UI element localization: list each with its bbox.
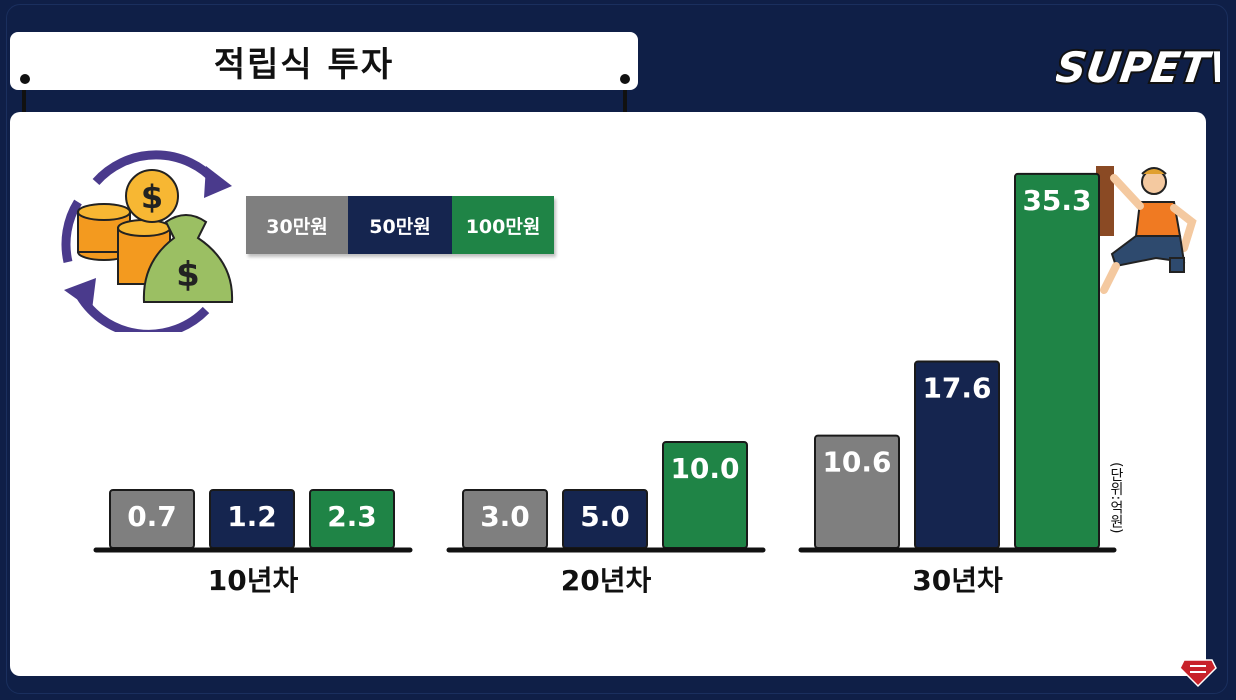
bar-value-label: 3.0	[480, 500, 530, 533]
hanger-left	[22, 78, 26, 126]
hanger-right	[623, 78, 627, 126]
hanger-dot	[20, 74, 30, 84]
category-label: 30년차	[912, 564, 1003, 597]
category-label: 20년차	[561, 564, 652, 597]
bar-value-label: 2.3	[327, 500, 377, 533]
bar-100만원-30년차	[1014, 172, 1100, 549]
page-title: 적립식 투자	[213, 44, 395, 85]
superman-shield-icon	[1179, 659, 1217, 688]
bar-value-label: 5.0	[580, 500, 630, 533]
climber-icon	[1096, 166, 1197, 294]
legend-item-30: 30만원	[246, 196, 348, 254]
bar-value-label: 0.7	[127, 500, 177, 533]
svg-text:$: $	[141, 178, 163, 216]
hanger-dot	[620, 74, 630, 84]
svg-text:$: $	[176, 255, 200, 295]
legend-item-100: 100만원	[452, 196, 554, 254]
bar-value-label: 17.6	[922, 371, 991, 404]
brand-logo-text: SUPETV	[1056, 43, 1220, 92]
title-tab: 적립식 투자	[10, 32, 638, 90]
money-bag-icon: $ $	[61, 150, 234, 332]
bar-value-label: 1.2	[227, 500, 277, 533]
bar-value-label: 10.0	[670, 452, 739, 485]
chart-legend: 30만원 50만원 100만원	[246, 196, 554, 254]
category-label: 10년차	[208, 564, 299, 597]
brand-logo: SUPETV	[1056, 41, 1220, 94]
bar-value-label: 10.6	[822, 446, 891, 479]
bar-value-label: 35.3	[1022, 184, 1091, 217]
legend-item-50: 50만원	[348, 196, 452, 254]
outer-frame	[6, 4, 1228, 694]
chart-panel	[10, 112, 1206, 676]
unit-label: (단위:억원)	[1108, 462, 1124, 534]
